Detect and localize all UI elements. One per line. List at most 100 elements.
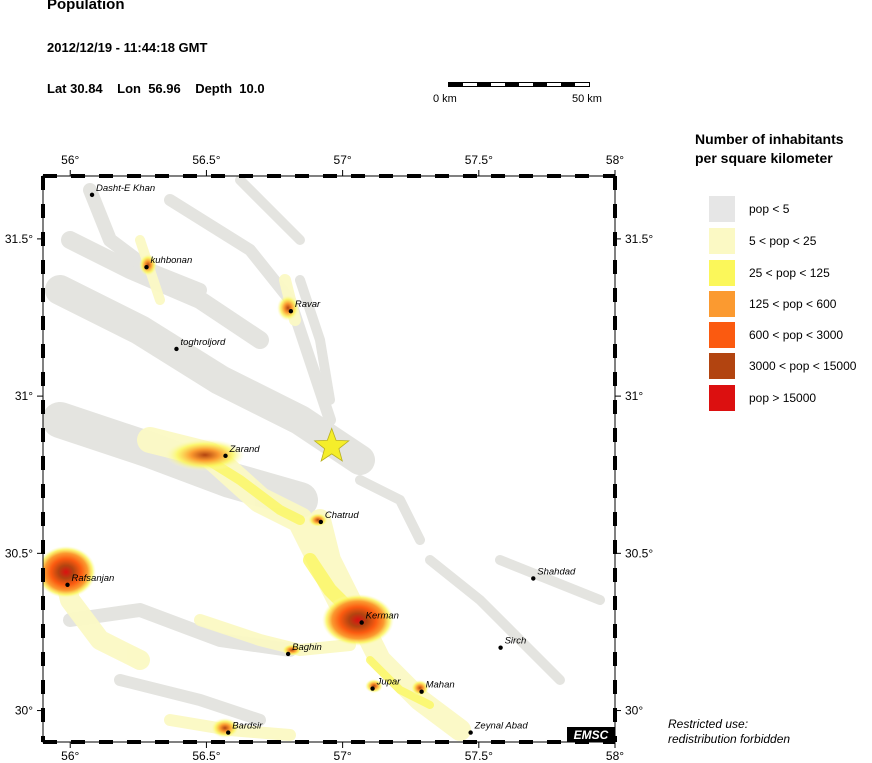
- population-layer: [43, 176, 615, 742]
- legend-label: 600 < pop < 3000: [749, 328, 844, 342]
- city-dot: [285, 651, 291, 657]
- city-dot: [174, 346, 179, 352]
- city-label: Kerman: [366, 611, 399, 622]
- map-tick-labels: 56° 56° 56.5° 56.5° 57° 57° 57.5° 57.5° 58° 58° 31…: [5, 153, 654, 763]
- city-label: Mahan: [426, 680, 455, 691]
- legend-title-line2: per square kilometer: [695, 150, 833, 166]
- city-label: Chatrud: [325, 510, 360, 521]
- lon-tick-label-bottom: 58°: [606, 749, 624, 763]
- lon-tick-label-bottom: 57.5°: [465, 749, 493, 763]
- legend-label: pop < 5: [749, 202, 790, 216]
- city-label: Zarand: [228, 444, 260, 455]
- legend-label: 25 < pop < 125: [749, 266, 830, 280]
- legend-label: 125 < pop < 600: [749, 297, 837, 311]
- depth-value: 10.0: [239, 81, 265, 96]
- city-label: Sirch: [505, 636, 527, 647]
- scale-bar-start-label: 0 km: [433, 93, 457, 105]
- city-dot: [89, 192, 95, 198]
- urban-area-kuhbonan: [139, 254, 157, 276]
- city-dot: [226, 730, 231, 735]
- lat-tick-label-right: 30°: [625, 704, 643, 718]
- legend-item: 125 < pop < 600: [709, 291, 872, 317]
- city-label: Baghin: [292, 642, 322, 653]
- legend-swatch: [709, 260, 735, 286]
- scale-bar-end-label: 50 km: [572, 93, 602, 105]
- city-dot: [223, 453, 228, 459]
- emsc-watermark: EMSC: [574, 728, 609, 742]
- lat-value: 30.84: [70, 81, 103, 96]
- lon-tick-label-top: 58°: [606, 153, 624, 167]
- city-label: Dasht-E Khan: [96, 183, 155, 194]
- lat-tick-label-right: 31.5°: [625, 232, 653, 246]
- legend-item: 5 < pop < 25: [709, 228, 872, 254]
- lon-label: Lon: [117, 81, 141, 96]
- city-dot: [318, 519, 324, 525]
- star-icon: [313, 427, 350, 462]
- usage-note-line2: redistribution forbidden: [668, 732, 791, 746]
- event-coordinates: Lat 30.84 Lon 56.96 Depth 10.0: [47, 81, 265, 96]
- lon-tick-label-bottom: 56.5°: [192, 749, 220, 763]
- city-dot: [498, 645, 503, 650]
- legend-item: 25 < pop < 125: [709, 260, 872, 286]
- epicenter-marker: [313, 427, 350, 462]
- event-datetime: 2012/12/19 - 11:44:18 GMT: [47, 40, 208, 55]
- urban-area-jupar: [365, 679, 383, 693]
- urban-area-bardsir: [211, 718, 239, 738]
- depth-label: Depth: [195, 81, 233, 96]
- lat-tick-label-left: 30.5°: [5, 546, 33, 560]
- city-dot: [468, 730, 473, 735]
- lat-tick-label-right: 31°: [625, 389, 643, 403]
- legend-item: pop < 5: [709, 196, 872, 222]
- lat-tick-label-left: 31°: [15, 389, 33, 403]
- city-dot: [288, 309, 294, 314]
- lon-tick-label-top: 57.5°: [465, 153, 493, 167]
- legend-title: Number of inhabitants per square kilomet…: [695, 130, 844, 168]
- city-dot: [370, 686, 375, 691]
- city-dot: [359, 620, 364, 625]
- city-dot: [531, 576, 536, 581]
- legend-title-line1: Number of inhabitants: [695, 131, 844, 147]
- urban-area-mahan: [411, 680, 429, 696]
- lon-tick-label-top: 56°: [61, 153, 79, 167]
- city-dot: [65, 582, 70, 587]
- usage-note: Restricted use: redistribution forbidden: [668, 717, 790, 747]
- legend-swatch: [709, 196, 735, 222]
- legend-item: 600 < pop < 3000: [709, 322, 872, 348]
- city-dot: [144, 264, 149, 270]
- legend-label: 3000 < pop < 15000: [749, 359, 857, 373]
- city-label: Ravar: [295, 299, 321, 310]
- legend-item: 3000 < pop < 15000: [709, 353, 872, 379]
- urban-area-ravar: [277, 295, 299, 321]
- city-label: Shahdad: [537, 566, 576, 577]
- urban-area-rafsanjan: [43, 546, 96, 598]
- legend-swatch: [709, 385, 735, 411]
- city-label: Bardsir: [232, 721, 263, 732]
- city-label: toghroljord: [180, 337, 226, 348]
- lat-tick-label-left: 31.5°: [5, 232, 33, 246]
- legend-swatch: [709, 291, 735, 317]
- lon-tick-label-top: 57°: [334, 153, 352, 167]
- city-label: Jupar: [376, 677, 402, 688]
- map-frame: [41, 174, 617, 744]
- lat-label: Lat: [47, 81, 67, 96]
- city-label: kuhbonan: [151, 255, 193, 266]
- legend-item: pop > 15000: [709, 385, 872, 411]
- legend-label: 5 < pop < 25: [749, 234, 817, 248]
- legend-swatch: [709, 228, 735, 254]
- scale-bar: [448, 82, 590, 87]
- usage-note-line1: Restricted use:: [668, 717, 749, 731]
- city-dot: [419, 689, 424, 694]
- legend-label: pop > 15000: [749, 391, 817, 405]
- lon-tick-label-bottom: 56°: [61, 749, 79, 763]
- urban-area-zarand: [165, 439, 245, 471]
- city-markers: Dasht-E Khan kuhbonan Ravar toghroljord Zara…: [65, 183, 576, 735]
- city-label: Rafsanjan: [72, 573, 115, 584]
- urban-area-chatrud: [308, 513, 328, 527]
- lat-tick-label-left: 30°: [15, 704, 33, 718]
- lon-tick-label-top: 56.5°: [192, 153, 220, 167]
- page-title: Population: [47, 0, 125, 13]
- legend-swatch: [709, 322, 735, 348]
- lon-tick-label-bottom: 57°: [334, 749, 352, 763]
- lat-tick-label-right: 30.5°: [625, 546, 653, 560]
